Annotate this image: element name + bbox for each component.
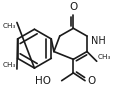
Text: CH₃: CH₃: [98, 54, 111, 60]
Text: O: O: [87, 76, 95, 86]
Text: CH₃: CH₃: [3, 23, 16, 29]
Text: NH: NH: [91, 36, 106, 46]
Text: HO: HO: [35, 76, 51, 86]
Text: O: O: [69, 2, 77, 12]
Text: CH₃: CH₃: [3, 62, 16, 68]
